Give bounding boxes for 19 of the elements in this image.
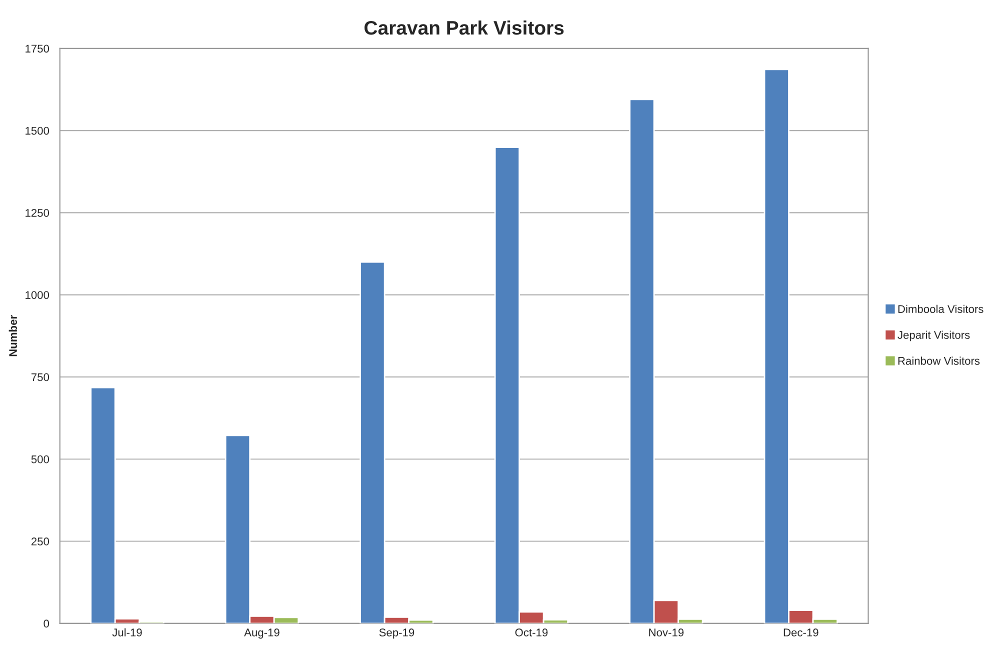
x-tick-label: Oct-19 — [515, 628, 548, 636]
x-tick-label: Jul-19 — [112, 628, 142, 636]
y-tick-label: 1500 — [26, 126, 50, 135]
x-tick-label: Nov-19 — [649, 628, 684, 636]
y-tick-label: 0 — [44, 620, 50, 628]
chart-title: Caravan Park Visitors — [364, 20, 564, 35]
y-axis-title: Number — [8, 315, 17, 356]
y-tick-label: 1750 — [26, 44, 50, 53]
legend-label: Rainbow Visitors — [898, 356, 980, 365]
y-tick-label: 750 — [31, 373, 50, 382]
y-tick-label: 250 — [31, 538, 50, 546]
y-tick-label: 500 — [31, 455, 50, 464]
x-tick-label: Sep-19 — [379, 628, 414, 639]
legend-label: Dimboola Visitors — [898, 304, 984, 313]
legend-label: Jeparit Visitors — [898, 330, 970, 342]
x-tick-label: Dec-19 — [784, 628, 818, 636]
x-tick-label: Aug-19 — [244, 628, 280, 639]
y-tick-label: 1000 — [26, 291, 50, 299]
y-tick-label: 1250 — [26, 208, 50, 217]
